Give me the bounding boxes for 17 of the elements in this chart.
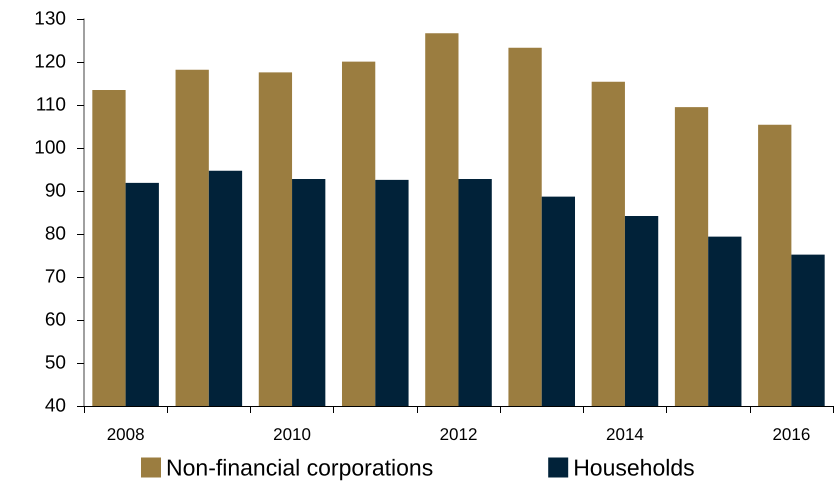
y-tick-label: 130 bbox=[34, 8, 66, 30]
legend-label: Non-financial corporations bbox=[166, 454, 434, 480]
y-tick-label: 50 bbox=[44, 352, 66, 374]
y-tick-label: 90 bbox=[44, 180, 66, 202]
x-tick-label: 2010 bbox=[273, 425, 311, 444]
y-tick-label: 70 bbox=[44, 266, 66, 288]
y-tick-label: 100 bbox=[34, 138, 66, 158]
legend-label: Households bbox=[573, 454, 695, 480]
x-tick-label: 2012 bbox=[440, 425, 478, 444]
x-tick-label: 2016 bbox=[772, 425, 810, 444]
y-tick-label: 80 bbox=[44, 224, 66, 244]
y-tick-label: 120 bbox=[34, 52, 66, 72]
y-tick-label: 60 bbox=[44, 310, 66, 330]
y-tick-label: 110 bbox=[36, 94, 66, 116]
x-tick-label: 2008 bbox=[106, 425, 145, 444]
y-tick-label: 40 bbox=[44, 396, 66, 416]
x-tick-label: 2014 bbox=[606, 425, 644, 444]
